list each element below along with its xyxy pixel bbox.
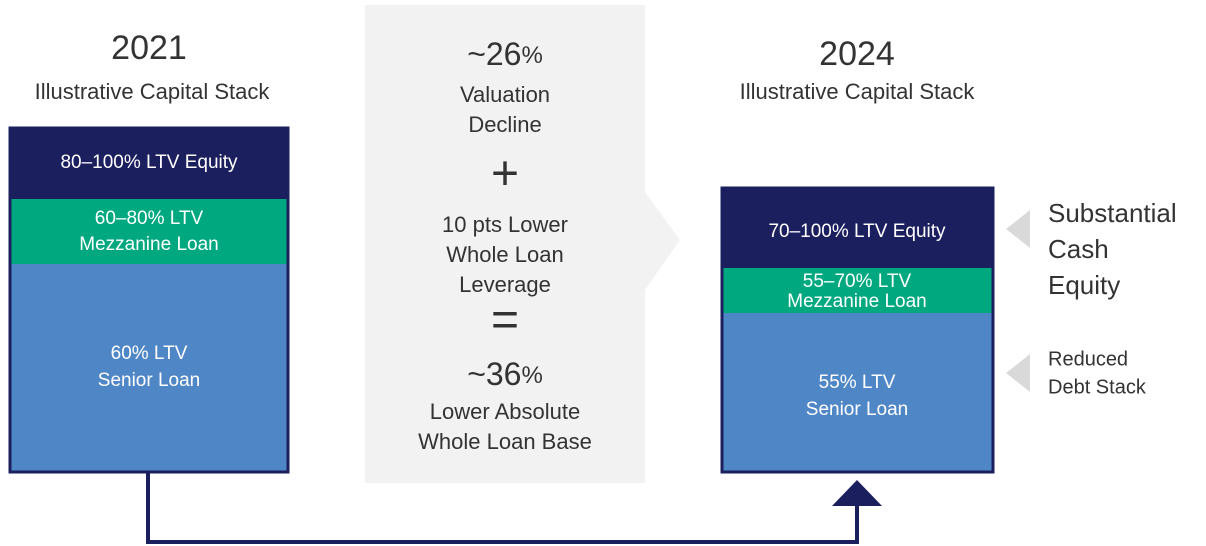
subtitle: Illustrative Capital Stack — [740, 79, 976, 104]
year: 2021 — [111, 29, 187, 67]
summary-panel — [365, 5, 680, 483]
annotation: Cash — [1048, 234, 1109, 264]
explanation: 10 pts Lower — [442, 212, 568, 237]
plus: + — [491, 148, 519, 201]
layer-label: Mezzanine Loan — [787, 291, 926, 312]
explanation: Lower Absolute — [430, 399, 580, 424]
pointer — [1006, 210, 1030, 248]
subtitle: Illustrative Capital Stack — [35, 79, 271, 104]
layer-label: 80–100% LTV Equity — [60, 152, 238, 173]
unit: % — [521, 42, 542, 69]
stack-border — [720, 186, 995, 474]
pointer — [1006, 354, 1030, 392]
explanation: Decline — [468, 112, 541, 137]
connector — [146, 472, 859, 544]
annotation: Substantial — [1048, 198, 1177, 228]
layer-label: 55% LTV — [819, 372, 896, 393]
annotation: Equity — [1048, 270, 1120, 300]
layer-label: 55–70% LTV — [803, 271, 912, 292]
layer-label: 60–80% LTV — [95, 208, 204, 229]
equals: = — [491, 294, 519, 347]
equity-layer — [10, 128, 288, 199]
layer-label: Mezzanine Loan — [79, 234, 218, 255]
layer-label: Senior Loan — [98, 370, 200, 391]
annotation: Reduced — [1048, 348, 1128, 370]
explanation: Valuation — [460, 82, 550, 107]
value: ~36 — [467, 356, 521, 392]
senior-layer — [10, 264, 288, 472]
explanation: Whole Loan — [446, 242, 563, 267]
mezzanine-layer — [10, 199, 288, 264]
value: ~26 — [467, 36, 521, 72]
annotation: Debt Stack — [1048, 376, 1147, 398]
unit: % — [521, 362, 542, 389]
equity-layer — [722, 188, 993, 268]
mezzanine-layer — [722, 268, 993, 313]
year: 2024 — [819, 35, 895, 73]
result: ~36% — [467, 356, 543, 392]
explanation: Whole Loan Base — [418, 429, 592, 454]
layer-label: 60% LTV — [111, 343, 188, 364]
senior-layer — [722, 313, 993, 472]
explanation: Leverage — [459, 272, 551, 297]
layer-label: 70–100% LTV Equity — [768, 221, 946, 242]
valuation-decline: ~26% — [467, 36, 543, 72]
connector-arrow — [832, 480, 882, 506]
layer-label: Senior Loan — [806, 399, 908, 420]
